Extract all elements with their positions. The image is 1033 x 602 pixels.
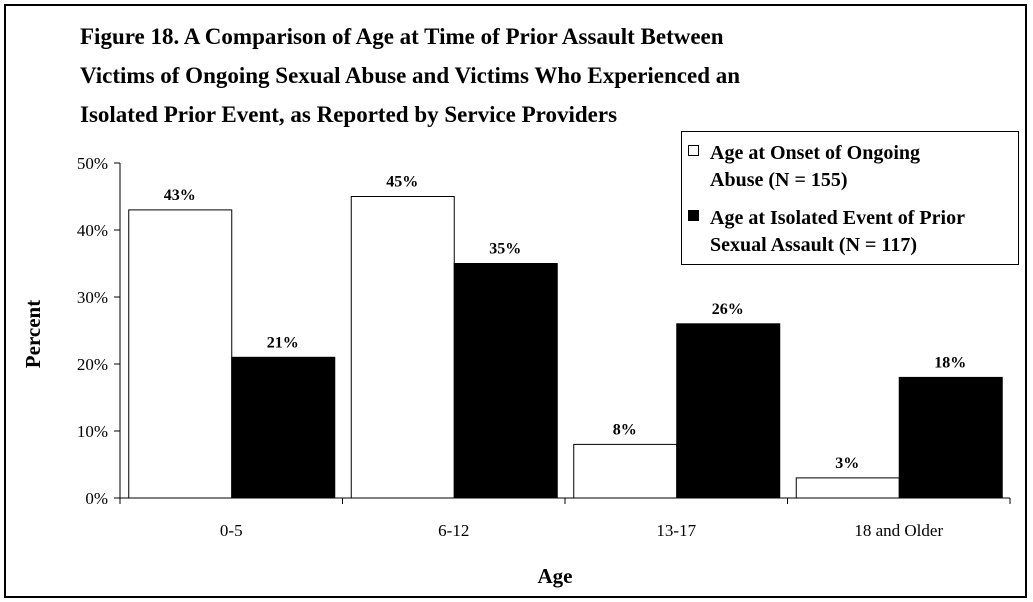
data-label: 18%: [934, 354, 966, 371]
legend-label-isolated-event: Age at Isolated Event of Prior Sexual As…: [710, 205, 1020, 259]
bar-series-1-18-and-older: [795, 477, 900, 499]
bar-series-2-0-5: [231, 356, 336, 499]
x-tick-label: 0-5: [220, 521, 243, 540]
legend-label-ongoing-abuse-line-1: Age at Onset of Ongoing: [710, 142, 920, 164]
bar-series-2-18-and-older: [898, 376, 1003, 499]
bar-series-1-6-12: [350, 196, 455, 499]
y-tick-label: 40%: [77, 221, 108, 240]
plot-area: 0% 10% 20% 30% 40% 50% 0-5 6-12 13-17 18 and Olde…: [77, 154, 1011, 540]
x-tick-label: 6-12: [438, 521, 469, 540]
data-label: 3%: [835, 455, 859, 472]
y-tick-label: 0%: [85, 489, 108, 508]
x-tick-label: 13-17: [656, 521, 696, 540]
legend-swatch-white: [688, 145, 699, 156]
y-tick-label: 30%: [77, 288, 108, 307]
data-label: 26%: [712, 301, 744, 318]
y-tick-label: 10%: [77, 422, 108, 441]
y-tick-label: 50%: [77, 154, 108, 173]
data-label: 21%: [267, 334, 299, 351]
bar-series-1-13-17: [573, 443, 678, 499]
y-tick-label: 20%: [77, 355, 108, 374]
data-label: 43%: [164, 187, 196, 204]
x-axis-title: Age: [538, 564, 573, 588]
chart-title-line-3: Isolated Prior Event, as Reported by Ser…: [80, 102, 618, 127]
legend-label-isolated-event-line-2: Sexual Assault (N = 117): [710, 234, 917, 256]
data-label: 35%: [489, 241, 521, 258]
legend-swatch-black: [688, 210, 699, 221]
bar-series-1-0-5: [128, 209, 233, 499]
chart-title-line-1: Figure 18. A Comparison of Age at Time o…: [80, 24, 724, 49]
x-tick-label: 18 and Older: [854, 521, 943, 540]
y-axis-title: Percent: [21, 300, 45, 368]
chart-legend: Age at Onset of Ongoing Abuse (N = 155) …: [681, 131, 1019, 265]
legend-label-ongoing-abuse: Age at Onset of Ongoing Abuse (N = 155): [710, 140, 1020, 194]
data-label: 45%: [386, 174, 418, 191]
bar-series-2-6-12: [453, 263, 558, 499]
data-label: 8%: [613, 421, 637, 438]
legend-label-ongoing-abuse-line-2: Abuse (N = 155): [710, 169, 848, 191]
chart-title-line-2: Victims of Ongoing Sexual Abuse and Vict…: [80, 63, 741, 88]
bar-series-2-13-17: [676, 323, 781, 499]
legend-label-isolated-event-line-1: Age at Isolated Event of Prior: [710, 207, 965, 229]
